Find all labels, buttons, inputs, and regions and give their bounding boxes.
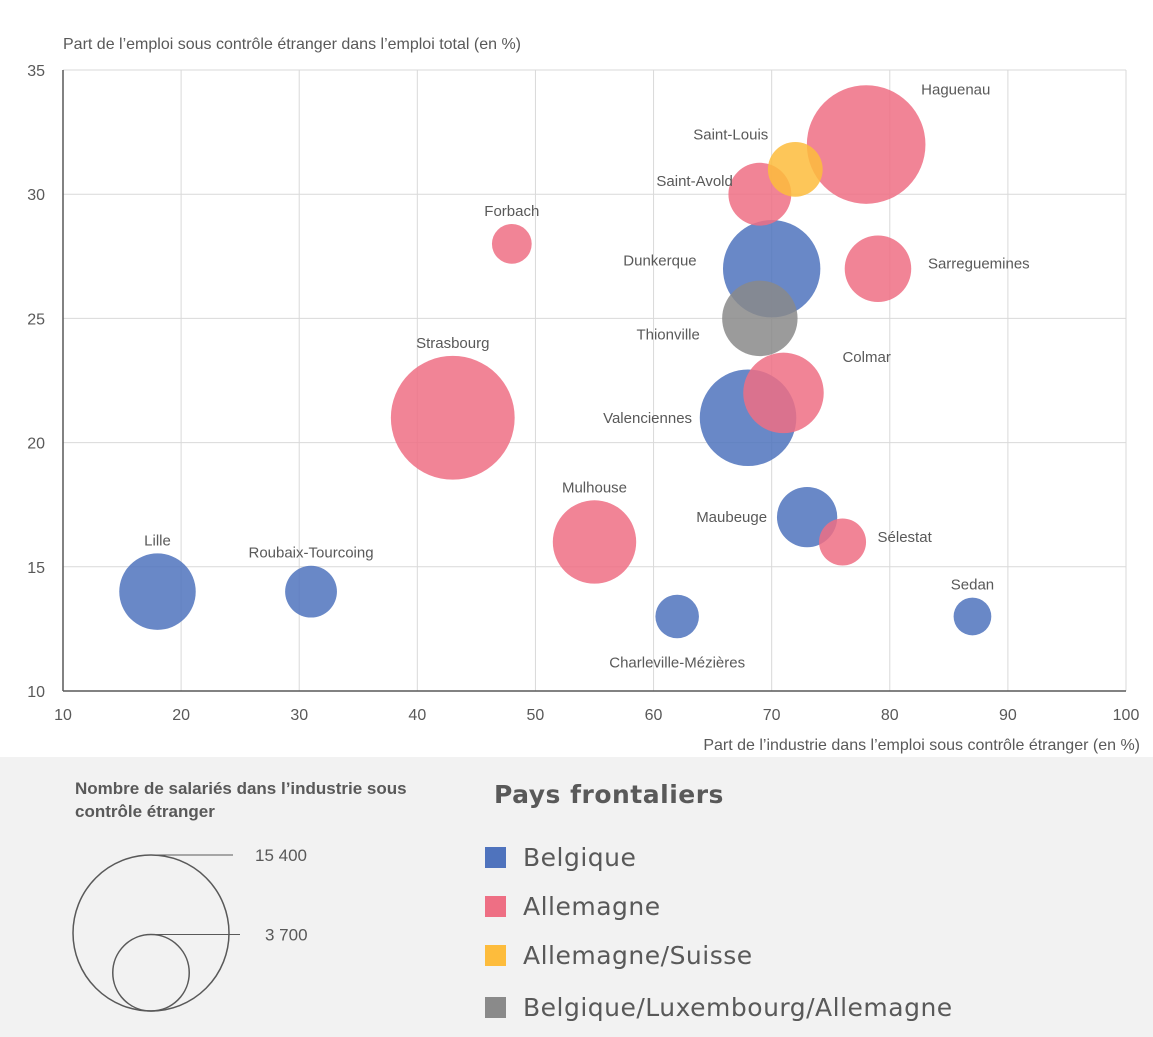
y-tick-label: 10 [27, 684, 45, 701]
x-tick-label: 10 [54, 707, 72, 724]
bubble-sarreguemines [844, 235, 912, 302]
legend-label-allemagne: Allemagne [523, 891, 661, 921]
size-legend-large-circle [72, 854, 230, 1012]
bubble-label: Saint-Louis [693, 126, 768, 143]
x-tick-label: 70 [763, 707, 781, 724]
bubble-label: Maubeuge [696, 509, 767, 526]
bubble-label: Saint-Avold [656, 173, 732, 190]
legend-swatch-belgique-luxembourg-allemagne [485, 996, 506, 1018]
bubble-roubaix-tourcoing [285, 565, 337, 618]
bubble-label: Mulhouse [562, 479, 627, 496]
legend-item-belgique-luxembourg-allemagne: Belgique/Luxembourg/Allemagne [485, 992, 953, 1022]
y-tick-label: 35 [27, 63, 45, 80]
bubble-sedan [953, 597, 992, 636]
legend-item-allemagne-suisse: Allemagne/Suisse [485, 940, 753, 970]
bubble-label: Strasbourg [416, 335, 489, 352]
x-tick-label: 100 [1113, 707, 1140, 724]
x-axis-title: Part de l’industrie dans l’emploi sous c… [703, 737, 1140, 754]
bubble-label: Sélestat [878, 529, 933, 546]
bubble-label: Charleville-Mézières [609, 654, 745, 671]
bubble-haguenau [806, 85, 926, 204]
bubble-label: Thionville [636, 326, 699, 343]
bubble-labels: Lille Roubaix-Tourcoing Strasbourg Forbach M… [144, 82, 1030, 672]
bubble-label: Dunkerque [623, 253, 696, 270]
legend-item-belgique: Belgique [485, 842, 636, 872]
size-legend-title: Nombre de salariés dans l’industrie sous… [75, 779, 407, 821]
legend-label-belgique-luxembourg-allemagne: Belgique/Luxembourg/Allemagne [523, 992, 953, 1022]
y-tick-label: 15 [27, 560, 45, 577]
bubble-forbach [491, 224, 532, 264]
bubble-label: Valenciennes [603, 410, 692, 427]
size-legend-small-circle [112, 933, 190, 1012]
y-tick-label: 25 [27, 311, 45, 328]
x-tick-label: 30 [290, 707, 308, 724]
bubble-colmar [743, 352, 824, 434]
x-tick-label: 50 [527, 707, 545, 724]
x-tick-label: 80 [881, 707, 899, 724]
bubble-mulhouse [552, 500, 637, 584]
x-tick-label: 20 [172, 707, 190, 724]
bubbles [119, 85, 992, 639]
bubble-label: Forbach [484, 203, 539, 220]
bubble-label: Sarreguemines [928, 256, 1030, 273]
bubble-label: Sedan [951, 577, 994, 594]
x-tick-label: 40 [408, 707, 426, 724]
plot-area [63, 70, 1126, 691]
bubble-lille [119, 553, 196, 630]
bubble-charleville-m-zi-res [655, 594, 699, 639]
bubble-thionville [722, 280, 798, 357]
y-tick-label: 30 [27, 187, 45, 204]
legend-label-allemagne-suisse: Allemagne/Suisse [523, 940, 753, 970]
legend-swatch-belgique [485, 846, 506, 868]
bubble-label: Roubaix-Tourcoing [248, 545, 373, 562]
legend-item-allemagne: Allemagne [485, 891, 661, 921]
x-tick-label: 90 [999, 707, 1017, 724]
legend-label-belgique: Belgique [523, 842, 637, 872]
x-tick-label: 60 [645, 707, 663, 724]
legend-swatch-allemagne-suisse [485, 944, 506, 966]
size-legend-small-label: 3 700 [265, 926, 308, 945]
y-axis-title: Part de l’emploi sous contrôle étranger … [63, 36, 521, 53]
bubble-s-lestat [819, 518, 867, 566]
bubble-label: Colmar [842, 349, 890, 366]
y-tick-label: 20 [27, 436, 45, 453]
bubble-label: Haguenau [921, 82, 990, 99]
bubble-label: Lille [144, 532, 171, 549]
legend-background [0, 757, 1153, 1037]
size-legend-large-label: 15 400 [255, 846, 307, 865]
bubble-strasbourg [390, 355, 515, 480]
legend-swatch-allemagne [485, 895, 506, 917]
legend-title: Pays frontaliers [494, 780, 724, 809]
bubble-saint-louis [767, 141, 823, 197]
